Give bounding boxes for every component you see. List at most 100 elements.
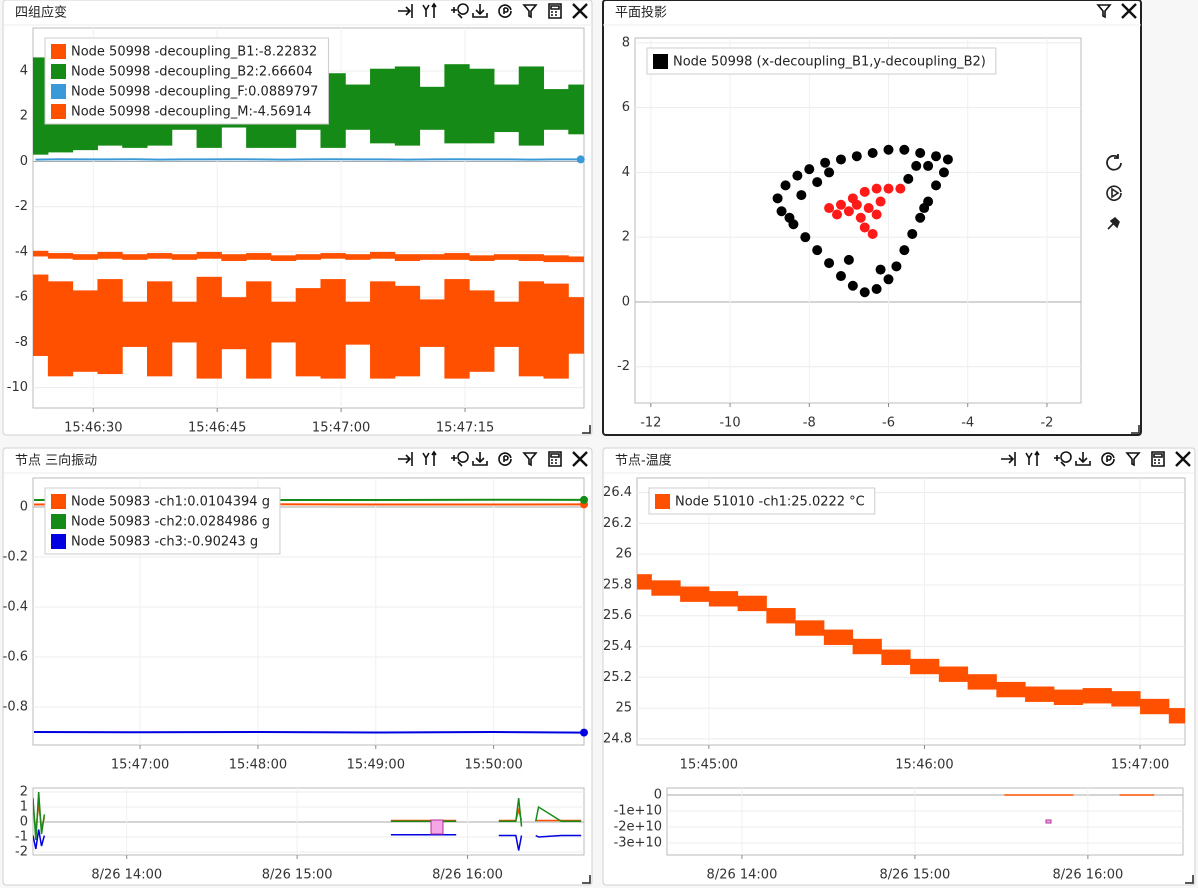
band-sample: [97, 279, 123, 375]
x-tick-label: 15:47:15: [436, 421, 494, 436]
scatter-point: [855, 212, 866, 223]
panel: 节点 三向振动 0 -0.2 -0.4 -0.6 -0.8 15:47:00 15:48:00…: [2, 447, 593, 886]
reset-view-button[interactable]: [1106, 154, 1122, 171]
scatter-point: [832, 209, 843, 220]
band-sample: [444, 64, 470, 144]
y-tick-label: 2: [622, 230, 630, 245]
band-sample: [171, 301, 198, 343]
toolbar-reset[interactable]: [498, 452, 512, 466]
y-tick-label: -1: [15, 830, 28, 845]
band-sample: [47, 253, 74, 259]
band-sample: [33, 274, 49, 356]
scatter-point: [938, 167, 949, 178]
band-sample: [493, 84, 520, 133]
x-tick-label: 8/26 15:00: [880, 868, 951, 883]
legend-swatch: [51, 104, 66, 119]
band-sample: [637, 574, 652, 590]
toolbar-pin[interactable]: [398, 452, 413, 466]
resize-handle: [582, 875, 591, 884]
toolbar-pin[interactable]: [398, 4, 413, 18]
toolbar-close[interactable]: [1175, 451, 1191, 467]
band-sample: [196, 251, 222, 259]
legend-swatch: [655, 494, 670, 509]
band-sample: [246, 253, 272, 260]
band-sample: [345, 301, 371, 345]
scatter-point: [859, 222, 870, 233]
scatter-point: [772, 193, 783, 204]
legend-swatch: [51, 494, 66, 509]
y-tick-label: 4: [622, 165, 630, 180]
range-selector[interactable]: [430, 819, 444, 835]
toolbar-calc[interactable]: [548, 451, 562, 467]
legend-swatch: [51, 64, 66, 79]
y-tick-label: 25.8: [603, 577, 632, 592]
band-sample: [345, 254, 371, 260]
toolbar-yaxis[interactable]: [422, 450, 437, 466]
toolbar-zoom[interactable]: [1054, 451, 1072, 467]
x-tick-label: -4: [961, 416, 974, 431]
scatter-point: [824, 167, 835, 178]
y-tick-label: -0.6: [3, 650, 28, 665]
y-tick-label: -1e+10: [614, 804, 662, 819]
band-sample: [967, 674, 997, 690]
band-sample: [122, 301, 148, 347]
panel-title: 平面投影: [615, 5, 667, 21]
x-tick-label: 15:49:00: [347, 758, 405, 773]
panel: 四组应变 4 2 0 -2 -4 -6 -8 -10 15:46:30 15:46:45 15:47:…: [2, 0, 593, 436]
panel-title: 节点-温度: [615, 453, 672, 469]
toolbar-zoom[interactable]: [451, 3, 469, 19]
toolbar-download[interactable]: [1075, 452, 1091, 466]
scatter-point: [867, 147, 878, 158]
x-tick-label: -8: [803, 416, 816, 431]
toolbar-close[interactable]: [572, 451, 588, 467]
scatter-point: [859, 186, 870, 197]
band-sample: [419, 299, 445, 347]
band-sample: [370, 68, 396, 144]
scatter-point: [883, 274, 894, 285]
toolbar-yaxis[interactable]: [1025, 450, 1040, 466]
band-sample: [97, 251, 123, 259]
scatter-point: [843, 254, 854, 265]
band-sample: [419, 86, 445, 130]
scatter-point: [931, 151, 942, 162]
resize-handle: [1185, 875, 1194, 884]
toolbar-filter[interactable]: [522, 452, 538, 467]
toolbar-yaxis[interactable]: [422, 2, 437, 18]
toolbar-filter[interactable]: [522, 4, 538, 19]
toolbar-close[interactable]: [1121, 3, 1137, 19]
legend: Node 51010 -ch1:25.0222 °C: [648, 487, 876, 515]
toolbar-reset[interactable]: [1101, 452, 1115, 466]
scatter-point: [915, 212, 926, 223]
band-sample: [680, 586, 710, 602]
legend-swatch: [51, 44, 66, 59]
toolbar-download[interactable]: [472, 4, 488, 18]
band-sample: [543, 283, 569, 379]
toolbar-zoom[interactable]: [451, 451, 469, 467]
toolbar-filter[interactable]: [1096, 4, 1112, 19]
toolbar-close[interactable]: [572, 3, 588, 19]
scatter-point: [800, 232, 811, 243]
pin-button[interactable]: [1107, 216, 1120, 230]
scatter-point: [915, 147, 926, 158]
toolbar-calc[interactable]: [1151, 451, 1165, 467]
x-tick-label: 15:46:00: [895, 758, 953, 773]
y-tick-label: 26: [615, 547, 632, 562]
legend-label: Node 50998 -decoupling_F:0.0889797: [71, 85, 318, 100]
toolbar-pin[interactable]: [1001, 452, 1016, 466]
x-tick-label: 15:46:45: [188, 421, 246, 436]
band-sample: [147, 281, 173, 377]
legend-swatch: [51, 84, 66, 99]
series-line: [33, 730, 584, 734]
plot-content: [772, 144, 953, 298]
play-button[interactable]: [1106, 185, 1122, 201]
band-sample: [493, 301, 520, 347]
toolbar-reset[interactable]: [498, 4, 512, 18]
band-sample: [444, 279, 470, 379]
toolbar-download[interactable]: [472, 452, 488, 466]
range-selector[interactable]: [1045, 819, 1052, 824]
y-tick-label: 0: [654, 788, 662, 803]
toolbar-calc[interactable]: [548, 3, 562, 19]
scatter-point: [804, 164, 815, 175]
toolbar-filter[interactable]: [1125, 452, 1141, 467]
band-sample: [996, 681, 1026, 698]
